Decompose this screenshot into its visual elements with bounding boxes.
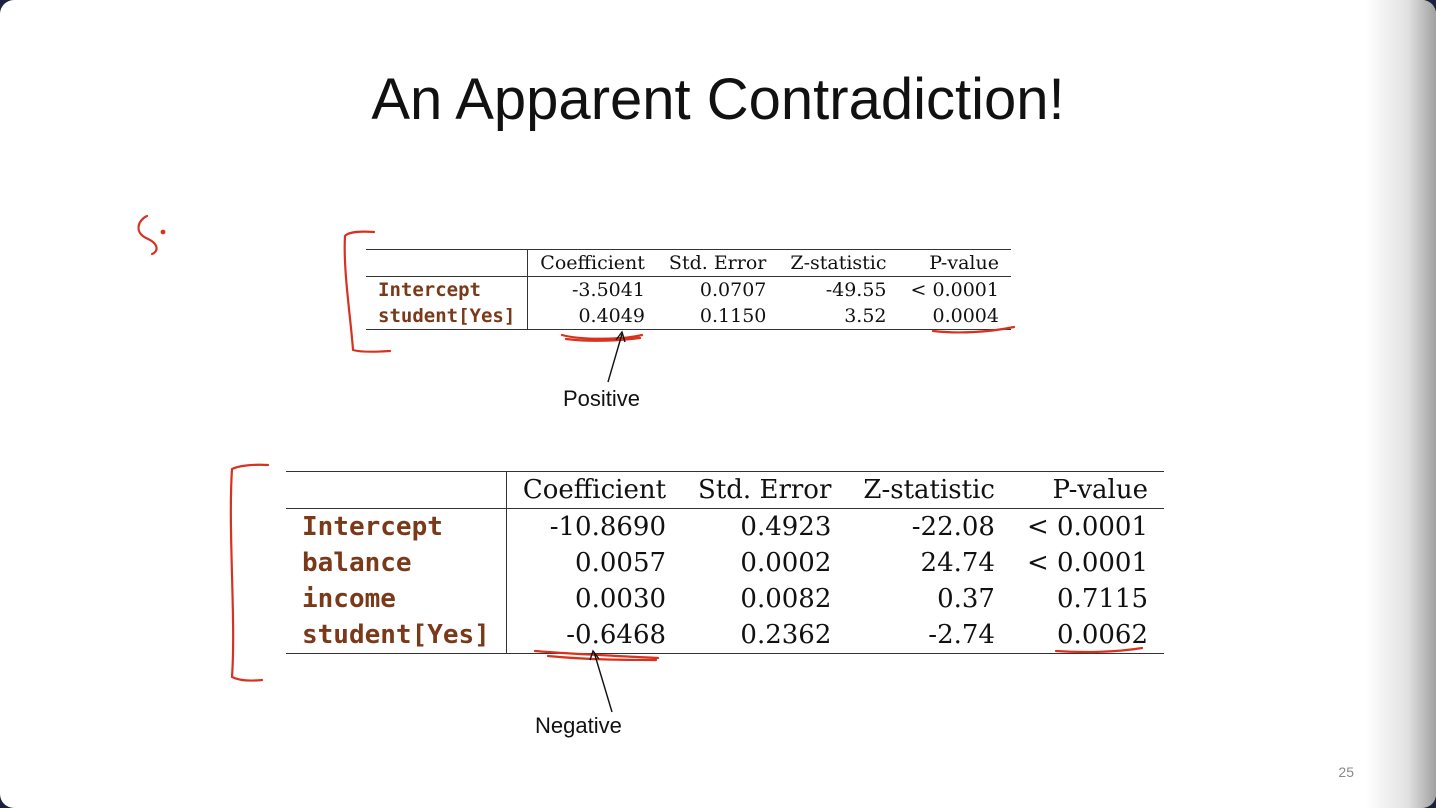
row-std-error: 0.0707 (699, 279, 767, 301)
table-row: student[Yes] -0.6468 0.2362 -2.74 0.0062 (286, 617, 1164, 654)
table-row: income 0.0030 0.0082 0.37 0.7115 (286, 581, 1164, 617)
row-std-error: 0.2362 (682, 617, 848, 654)
header-corner (286, 471, 507, 509)
row-z-statistic: -49.55 (825, 279, 887, 301)
row-p-value: 0.7115 (1057, 584, 1148, 614)
table-row: balance 0.0057 0.0002 24.74 < 0.0001 (286, 545, 1164, 581)
header-corner (366, 249, 529, 277)
row-coefficient: 0.4049 (527, 303, 657, 330)
row-std-error: 0.0002 (740, 548, 832, 578)
regression-table-student-only: Coefficient Std. Error Z-statistic P-val… (366, 249, 1011, 330)
negative-annotation-label: Negative (535, 713, 622, 738)
table-row: Intercept -10.8690 0.4923 -22.08 < 0.000… (286, 508, 1164, 545)
slide-edge-shadow (1366, 0, 1436, 808)
table-row: student[Yes] 0.4049 0.1150 3.52 0.0004 (366, 303, 1011, 330)
row-p-value: 0.0062 (1010, 617, 1164, 654)
row-variable: balance (286, 545, 507, 581)
header-z-statistic: Z-statistic (778, 249, 899, 277)
table-row: Intercept -3.5041 0.0707 -49.55 < 0.0001 (366, 276, 1011, 303)
row-variable: Intercept (286, 508, 507, 545)
row-variable: income (286, 581, 507, 617)
row-coefficient: -3.5041 (572, 279, 645, 301)
row-p-value: < 0.0001 (1026, 548, 1148, 578)
positive-arrow (607, 333, 623, 383)
row-p-value: < 0.0001 (910, 279, 999, 301)
row-z-statistic: -22.08 (911, 512, 995, 542)
row-z-statistic: 3.52 (778, 303, 899, 330)
header-std-error: Std. Error (656, 249, 779, 277)
row-std-error: 0.1150 (656, 303, 779, 330)
row-variable: student[Yes] (366, 303, 529, 330)
handwritten-colon-mark (160, 229, 166, 235)
row-coefficient: 0.0030 (575, 584, 667, 614)
bracket-large-table (229, 463, 270, 682)
header-std-error: Std. Error (682, 471, 848, 509)
header-z-statistic: Z-statistic (847, 471, 1011, 509)
row-coefficient: -10.8690 (549, 512, 667, 542)
row-coefficient: 0.0057 (575, 548, 667, 578)
row-variable: student[Yes] (286, 617, 507, 654)
positive-arrow-head (615, 330, 626, 343)
row-z-statistic: 24.74 (920, 548, 995, 578)
page-number: 25 (1338, 764, 1354, 780)
row-coefficient: -0.6468 (506, 617, 683, 654)
table-header-row: Coefficient Std. Error Z-statistic P-val… (366, 249, 1011, 277)
regression-table-full-model: Coefficient Std. Error Z-statistic P-val… (286, 471, 1164, 654)
row-p-value: < 0.0001 (1026, 512, 1148, 542)
row-z-statistic: 0.37 (937, 584, 995, 614)
row-z-statistic: -2.74 (847, 617, 1011, 654)
row-p-value: 0.0004 (898, 303, 1011, 330)
negative-arrow (593, 651, 613, 713)
header-p-value: P-value (1010, 471, 1164, 509)
header-p-value: P-value (898, 249, 1011, 277)
handwritten-s-mark (137, 214, 158, 256)
header-coefficient: Coefficient (506, 471, 683, 509)
slide-title: An Apparent Contradiction! (371, 67, 1065, 132)
row-variable: Intercept (366, 276, 529, 303)
underline-positive-coefficient (560, 333, 644, 342)
table-header-row: Coefficient Std. Error Z-statistic P-val… (286, 471, 1164, 509)
header-coefficient: Coefficient (527, 249, 657, 277)
row-std-error: 0.0082 (740, 584, 832, 614)
row-std-error: 0.4923 (740, 512, 832, 542)
positive-annotation-label: Positive (563, 386, 641, 411)
